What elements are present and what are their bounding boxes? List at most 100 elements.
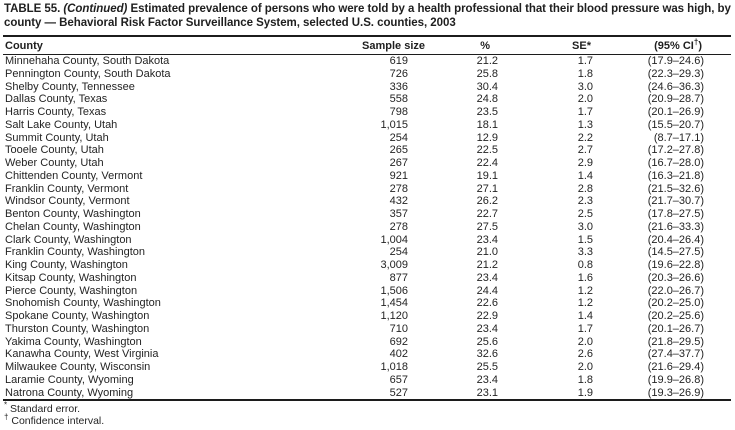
- cell-county: Pierce County, Washington: [5, 284, 138, 297]
- cell-county: Minnehaha County, South Dakota: [5, 55, 170, 67]
- cell-se: 3.0: [577, 220, 593, 233]
- cell-sample-size: 1,120: [380, 310, 408, 322]
- col-header-se: SE*: [498, 36, 593, 55]
- cell-se: 2.0: [577, 93, 593, 106]
- cell-ci: (22.3–29.3): [647, 67, 704, 80]
- cell-se: 2.3: [577, 195, 593, 208]
- asterisk-marker: *: [4, 400, 8, 410]
- cell-county: Kitsap County, Washington: [5, 271, 137, 284]
- cell-county: Yakima County, Washington: [5, 335, 142, 348]
- cell-county: Clark County, Washington: [5, 233, 132, 246]
- cell-ci: (8.7–17.1): [653, 131, 704, 144]
- cell-county: Chelan County, Washington: [5, 220, 141, 233]
- table-row: Snohomish County, Washington 1,454 22.6 1.2…: [3, 297, 731, 310]
- table-row: Benton County, Washington 357 22.7 2.5 (17.8…: [3, 208, 731, 221]
- cell-county: Summit County, Utah: [5, 131, 109, 144]
- cell-se: 2.2: [577, 131, 593, 144]
- cell-se: 1.8: [577, 373, 593, 386]
- cell-sample-size: 1,454: [380, 297, 408, 310]
- cell-county: Harris County, Texas: [5, 106, 107, 118]
- cell-percent: 23.4: [476, 233, 498, 246]
- cell-ci: (20.9–28.7): [647, 93, 704, 106]
- col-header-ci: (95% CI†): [593, 36, 731, 55]
- cell-percent: 23.1: [476, 386, 498, 399]
- cell-ci: (20.2–25.0): [647, 297, 704, 310]
- cell-ci: (20.4–26.4): [647, 233, 704, 246]
- table-row: Weber County, Utah 267 22.4 2.9 (16.7–28.0): [3, 157, 731, 170]
- cell-ci: (14.5–27.5): [647, 246, 704, 259]
- cell-sample-size: 619: [389, 55, 408, 67]
- cell-sample-size: 657: [389, 373, 408, 386]
- cell-sample-size: 1,506: [380, 284, 408, 297]
- cell-se: 1.7: [577, 55, 593, 67]
- cell-ci: (21.8–29.5): [647, 335, 704, 348]
- cell-ci: (21.6–33.3): [647, 220, 704, 233]
- cell-se: 2.0: [577, 335, 593, 348]
- cell-se: 1.3: [577, 118, 593, 131]
- table-row: King County, Washington 3,009 21.2 0.8 (19.6…: [3, 259, 731, 272]
- cell-percent: 22.4: [476, 157, 498, 169]
- cell-county: Milwaukee County, Wisconsin: [5, 361, 151, 373]
- table-row: Clark County, Washington 1,004 23.4 1.5 (20.…: [3, 234, 731, 247]
- cell-percent: 24.8: [476, 93, 498, 106]
- table-row: Franklin County, Vermont 278 27.1 2.8 (21.5–…: [3, 183, 731, 196]
- cell-county: Salt Lake County, Utah: [5, 118, 118, 131]
- cell-county: Franklin County, Washington: [5, 246, 146, 259]
- cell-county: Tooele County, Utah: [5, 144, 104, 157]
- cell-ci: (27.4–37.7): [647, 348, 704, 361]
- cell-se: 1.2: [577, 284, 593, 297]
- cell-county: Franklin County, Vermont: [5, 182, 129, 195]
- footnote-standard-error: * Standard error.: [4, 400, 81, 416]
- cell-percent: 25.5: [476, 361, 498, 373]
- cell-ci: (21.7–30.7): [647, 195, 704, 208]
- table-row: Shelby County, Tennessee 336 30.4 3.0 (24.6–…: [3, 81, 731, 94]
- cell-county: Dallas County, Texas: [5, 93, 108, 106]
- cell-percent: 18.1: [476, 118, 498, 131]
- cell-sample-size: 558: [389, 93, 408, 106]
- cell-percent: 32.6: [476, 348, 498, 361]
- cell-se: 2.5: [577, 208, 593, 220]
- cell-ci: (21.5–32.6): [647, 182, 704, 195]
- cell-ci: (20.3–26.6): [647, 271, 704, 284]
- cell-ci: (19.6–22.8): [647, 259, 704, 271]
- cell-sample-size: 254: [389, 246, 408, 259]
- col-header-sample-size: Sample size: [355, 36, 425, 55]
- cell-county: Natrona County, Wyoming: [5, 386, 134, 399]
- cell-sample-size: 267: [389, 157, 408, 169]
- cell-se: 1.4: [577, 310, 593, 322]
- cell-ci: (19.9–26.8): [647, 373, 704, 386]
- cell-percent: 19.1: [476, 169, 498, 182]
- cell-county: Shelby County, Tennessee: [5, 80, 135, 93]
- cell-sample-size: 254: [389, 131, 408, 144]
- cell-percent: 21.0: [476, 246, 498, 259]
- table-row: Chittenden County, Vermont 921 19.1 1.4 (16.…: [3, 170, 731, 183]
- cell-ci: (15.5–20.7): [647, 118, 704, 131]
- table-body: Minnehaha County, South Dakota 619 21.2 1.7…: [3, 55, 731, 401]
- table-row: Milwaukee County, Wisconsin 1,018 25.5 2.0 (…: [3, 361, 731, 374]
- cell-percent: 12.9: [476, 131, 498, 144]
- cell-county: Kanawha County, West Virginia: [5, 348, 159, 361]
- cell-county: Snohomish County, Washington: [5, 297, 161, 310]
- cell-ci: (16.7–28.0): [647, 157, 704, 169]
- cell-percent: 21.2: [476, 55, 498, 67]
- cell-county: Spokane County, Washington: [5, 310, 150, 322]
- cell-ci: (24.6–36.3): [647, 80, 704, 93]
- table-row: Kitsap County, Washington 877 23.4 1.6 (20.3…: [3, 272, 731, 285]
- cell-se: 1.5: [577, 233, 593, 246]
- cell-county: Chittenden County, Vermont: [5, 169, 143, 182]
- cell-percent: 22.9: [476, 310, 498, 322]
- cell-sample-size: 402: [389, 348, 408, 361]
- cell-se: 0.8: [577, 259, 593, 271]
- cell-sample-size: 357: [389, 208, 408, 220]
- cell-ci: (21.6–29.4): [647, 361, 704, 373]
- col-header-county: County: [3, 36, 355, 55]
- cell-sample-size: 1,004: [380, 233, 408, 246]
- cell-se: 1.6: [577, 271, 593, 284]
- footnote-confidence-interval: † Confidence interval.: [4, 412, 105, 428]
- table-row: Windsor County, Vermont 432 26.2 2.3 (21.7–3…: [3, 195, 731, 208]
- table-row: Spokane County, Washington 1,120 22.9 1.4 (2…: [3, 310, 731, 323]
- cell-sample-size: 921: [389, 169, 408, 182]
- cell-ci: (19.3–26.9): [647, 386, 704, 399]
- cell-sample-size: 692: [389, 335, 408, 348]
- table-row: Harris County, Texas 798 23.5 1.7 (20.1–26.9…: [3, 106, 731, 119]
